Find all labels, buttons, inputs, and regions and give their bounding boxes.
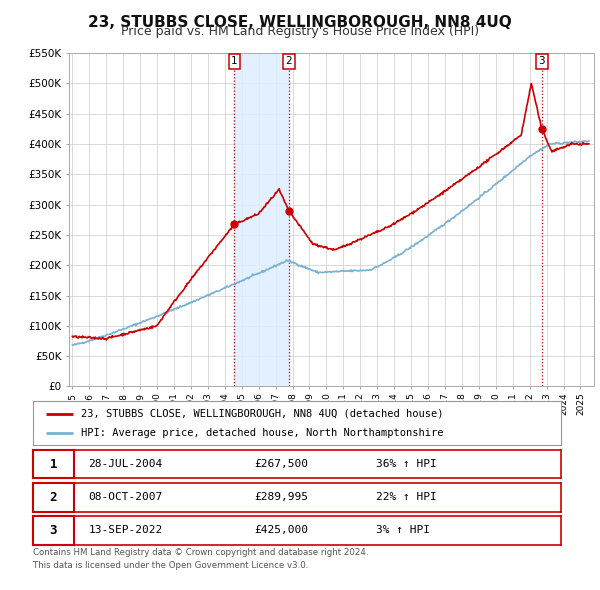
Text: 3: 3 xyxy=(538,57,545,67)
Text: 3% ↑ HPI: 3% ↑ HPI xyxy=(376,526,430,535)
Text: Contains HM Land Registry data © Crown copyright and database right 2024.: Contains HM Land Registry data © Crown c… xyxy=(33,548,368,556)
Text: 13-SEP-2022: 13-SEP-2022 xyxy=(88,526,163,535)
Text: HPI: Average price, detached house, North Northamptonshire: HPI: Average price, detached house, Nort… xyxy=(80,428,443,438)
Text: £267,500: £267,500 xyxy=(255,460,309,469)
Text: This data is licensed under the Open Government Licence v3.0.: This data is licensed under the Open Gov… xyxy=(33,560,308,569)
Text: 23, STUBBS CLOSE, WELLINGBOROUGH, NN8 4UQ: 23, STUBBS CLOSE, WELLINGBOROUGH, NN8 4U… xyxy=(88,15,512,30)
Text: 3: 3 xyxy=(50,524,57,537)
Text: 08-OCT-2007: 08-OCT-2007 xyxy=(88,493,163,502)
Text: 23, STUBBS CLOSE, WELLINGBOROUGH, NN8 4UQ (detached house): 23, STUBBS CLOSE, WELLINGBOROUGH, NN8 4U… xyxy=(80,409,443,418)
Text: 2: 2 xyxy=(286,57,292,67)
Text: 1: 1 xyxy=(231,57,238,67)
Text: 2: 2 xyxy=(50,491,57,504)
Text: £425,000: £425,000 xyxy=(255,526,309,535)
Text: 36% ↑ HPI: 36% ↑ HPI xyxy=(376,460,437,469)
Bar xyxy=(235,53,289,386)
Text: Price paid vs. HM Land Registry's House Price Index (HPI): Price paid vs. HM Land Registry's House … xyxy=(121,25,479,38)
Text: 22% ↑ HPI: 22% ↑ HPI xyxy=(376,493,437,502)
Text: £289,995: £289,995 xyxy=(255,493,309,502)
Text: 28-JUL-2004: 28-JUL-2004 xyxy=(88,460,163,469)
Text: 1: 1 xyxy=(50,458,57,471)
